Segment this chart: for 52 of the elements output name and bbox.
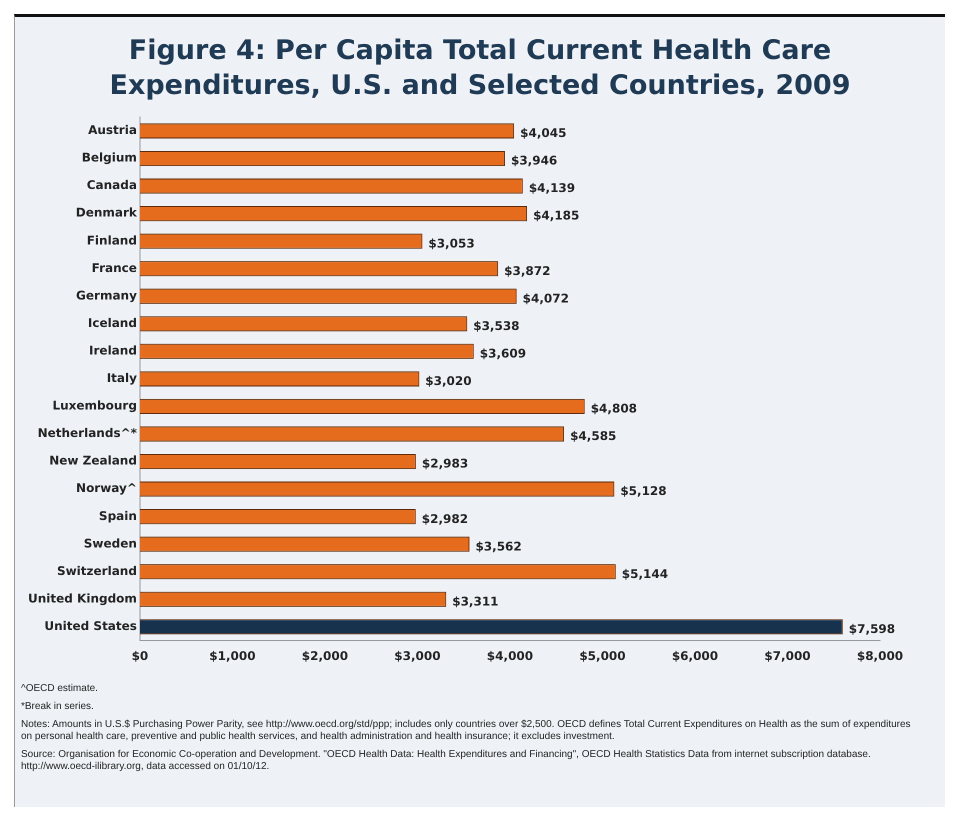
data-label: $3,609 bbox=[480, 346, 526, 360]
x-tick-label: $1,000 bbox=[209, 648, 256, 663]
y-tick-label: Luxembourg bbox=[52, 398, 137, 413]
x-tick-label: $4,000 bbox=[486, 648, 534, 663]
y-tick-label: Sweden bbox=[84, 536, 137, 550]
x-tick-label: $6,000 bbox=[672, 648, 718, 663]
y-tick-label: Austria bbox=[88, 123, 137, 138]
y-tick-label: Spain bbox=[98, 508, 137, 523]
y-tick-label: Iceland bbox=[88, 316, 137, 330]
data-label: $5,144 bbox=[622, 566, 668, 581]
chart-title: Figure 4: Per Capita Total Current Health Care Expenditures, U.S. and Selected Countries, 2009 bbox=[108, 34, 852, 103]
data-label: $4,072 bbox=[522, 291, 569, 306]
y-tick-label: Italy bbox=[106, 371, 138, 386]
data-label: $4,045 bbox=[520, 126, 566, 140]
y-tick-label: Switzerland bbox=[56, 564, 137, 578]
y-tick-label: France bbox=[92, 260, 137, 275]
data-label: $2,983 bbox=[422, 456, 468, 471]
y-tick-label: Germany bbox=[76, 288, 138, 302]
x-tick-label: $2,000 bbox=[302, 648, 348, 663]
text: ^OECD estimate. bbox=[21, 683, 99, 695]
x-tick-label: $7,000 bbox=[764, 648, 811, 663]
data-label: $4,585 bbox=[570, 429, 616, 444]
data-label: $4,185 bbox=[533, 208, 580, 223]
data-label: $3,946 bbox=[510, 154, 558, 168]
y-tick-label: Netherlands^* bbox=[38, 426, 138, 440]
y-tick-label: Ireland bbox=[89, 343, 137, 358]
y-tick-label: Finland bbox=[86, 233, 137, 248]
x-tick-label: $5,000 bbox=[579, 648, 626, 663]
data-label: $3,020 bbox=[425, 374, 472, 388]
text: Notes: Amounts in U.S.$ Purchasing Power Parity, see http://www.oecd.org/std/ppp; includes only countries over $2,500. OECD defines Total Current Expenditures on Health as the sum of expenditures on personal health care, preventive and public health services, and health administration and health insurance; it excludes investment. bbox=[21, 719, 912, 743]
data-label: $4,139 bbox=[528, 181, 576, 196]
x-tick-label: $0 bbox=[132, 648, 148, 663]
y-tick-label: New Zealand bbox=[49, 454, 137, 468]
y-tick-label: Norway^ bbox=[76, 481, 137, 496]
data-label: $3,538 bbox=[473, 318, 520, 333]
x-tick-label: $8,000 bbox=[856, 648, 904, 663]
data-label: $3,311 bbox=[452, 594, 499, 608]
y-tick-label: United States bbox=[44, 618, 137, 633]
source-note: Source: Organisation for Economic Co-operation and Development. "OECD Health Data: Health Expenditures and Financing", OECD Health Statistics Data from internet subscription database. http://www.oecd-ilibrary.org, data accessed on 01/10/12. bbox=[21, 749, 872, 773]
data-label: $3,562 bbox=[475, 539, 522, 554]
x-tick-label: $3,000 bbox=[394, 648, 441, 663]
data-label: $5,128 bbox=[620, 484, 667, 498]
data-label: $4,808 bbox=[590, 402, 638, 416]
y-tick-label: United Kingdom bbox=[28, 591, 137, 606]
text: *Break in series. bbox=[21, 701, 95, 713]
data-label: $2,982 bbox=[422, 512, 468, 526]
y-tick-label: Belgium bbox=[82, 150, 137, 165]
y-tick-label: Denmark bbox=[76, 206, 138, 220]
data-label: $3,872 bbox=[504, 264, 550, 278]
y-tick-label: Canada bbox=[86, 178, 137, 192]
data-label: $7,598 bbox=[848, 622, 896, 636]
data-label: $3,053 bbox=[428, 236, 475, 250]
